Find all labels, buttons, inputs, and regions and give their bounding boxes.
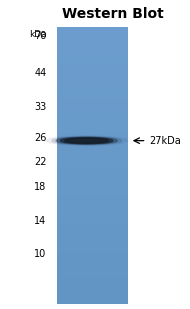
Text: 18: 18 — [34, 182, 47, 192]
Ellipse shape — [52, 137, 122, 145]
Text: 10: 10 — [34, 249, 47, 260]
Text: kDa: kDa — [29, 30, 47, 39]
Text: 26: 26 — [34, 133, 47, 142]
Text: 27kDa: 27kDa — [149, 136, 181, 146]
Text: 22: 22 — [34, 157, 47, 167]
Text: Western Blot: Western Blot — [62, 7, 164, 21]
Ellipse shape — [60, 138, 113, 144]
Ellipse shape — [65, 138, 108, 143]
Ellipse shape — [56, 137, 117, 144]
Text: 33: 33 — [34, 102, 47, 112]
Text: 44: 44 — [34, 68, 47, 78]
Text: 70: 70 — [34, 31, 47, 41]
Text: 14: 14 — [34, 216, 47, 226]
Ellipse shape — [46, 136, 127, 146]
